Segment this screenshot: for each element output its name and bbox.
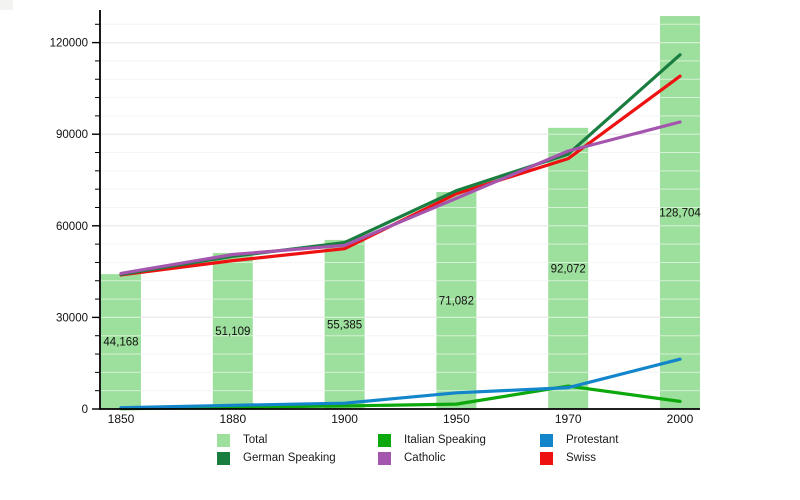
- x-axis-tick-label: 2000: [667, 412, 694, 426]
- bar-value-label: 55,385: [327, 319, 362, 331]
- chart-plot-area: 0 30000 60000 90000 120000 1850 1880 1900 1950 19…: [50, 10, 701, 426]
- legend-label-italian-speaking: Italian Speaking: [404, 434, 486, 446]
- legend-label-swiss: Swiss: [566, 452, 597, 464]
- legend-column-3: Protestant Swiss: [540, 434, 618, 465]
- x-axis-tick-label: 1970: [555, 412, 582, 426]
- legend-swatch-catholic: [378, 452, 391, 465]
- series-line-italian-speaking: [119, 384, 682, 411]
- legend-item-catholic: Catholic: [378, 452, 486, 465]
- x-axis-tick-label: 1880: [219, 412, 246, 426]
- legend-column-2: Italian Speaking Catholic: [378, 434, 486, 465]
- legend-label-protestant: Protestant: [566, 434, 619, 446]
- legend-item-swiss: Swiss: [540, 452, 618, 465]
- series-line-catholic: [119, 120, 682, 276]
- legend-swatch-total: [217, 434, 230, 447]
- x-axis-tick-label: 1900: [331, 412, 358, 426]
- bar-value-label: 92,072: [551, 263, 586, 275]
- legend-swatch-swiss: [540, 452, 553, 465]
- legend-label-total: Total: [243, 434, 268, 446]
- x-axis-tick-label: 1950: [443, 412, 470, 426]
- y-axis-tick-label: 30000: [56, 312, 88, 324]
- legend-swatch-italian-speaking: [378, 434, 391, 447]
- bar-value-label: 51,109: [215, 326, 250, 338]
- bar-value-label: 44,168: [103, 337, 138, 349]
- axis-lines: [99, 10, 700, 410]
- legend-label-catholic: Catholic: [404, 452, 446, 464]
- total-bar: [660, 16, 700, 410]
- total-bar: [324, 239, 365, 409]
- legend-label-german-speaking: German Speaking: [243, 452, 336, 464]
- series-line-protestant: [119, 357, 682, 410]
- total-bar: [101, 274, 141, 409]
- legend-column-1: Total German Speaking: [217, 434, 336, 465]
- y-axis-tick-label: 120000: [50, 38, 88, 50]
- legend-item-italian-speaking: Italian Speaking: [378, 434, 486, 447]
- legend-item-total: Total: [217, 434, 336, 447]
- x-axis-tick-label: 1850: [108, 412, 135, 426]
- legend-swatch-protestant: [540, 434, 553, 447]
- total-bar: [548, 127, 589, 409]
- y-axis-tick-label: 90000: [56, 129, 88, 141]
- total-bar: [212, 252, 253, 409]
- bar-value-label: 71,082: [439, 295, 474, 307]
- series-line-swiss: [119, 74, 682, 277]
- corner-artifact: [0, 0, 13, 10]
- y-axis-tick-label: 0: [82, 404, 88, 416]
- legend-item-german-speaking: German Speaking: [217, 452, 336, 465]
- y-axis-tick-label: 60000: [56, 221, 88, 233]
- series-line-german-speaking: [119, 53, 682, 276]
- legend-item-protestant: Protestant: [540, 434, 618, 447]
- bar-value-label: 128,704: [659, 208, 701, 220]
- legend-swatch-german-speaking: [217, 452, 230, 465]
